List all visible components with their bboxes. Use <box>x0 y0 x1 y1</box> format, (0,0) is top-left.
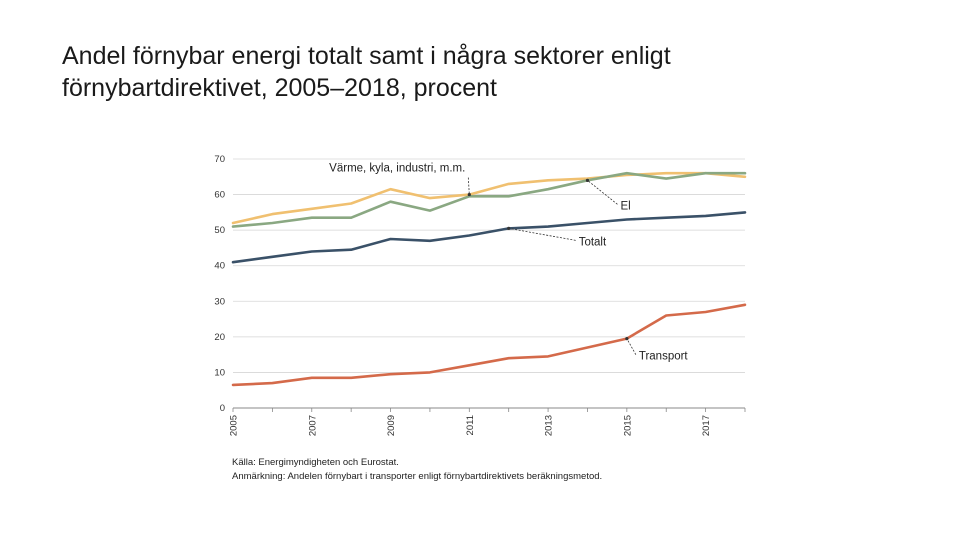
y-tick-label: 20 <box>214 332 225 343</box>
series-lines <box>231 171 747 387</box>
series-line-4 <box>231 303 747 387</box>
y-tick-label: 10 <box>214 367 225 378</box>
y-axis-ticks: 0 10 20 30 40 50 60 70 <box>214 154 225 414</box>
y-tick-label: 0 <box>220 403 225 414</box>
annotation-leader <box>626 338 637 355</box>
annotation-leader <box>508 227 576 241</box>
y-tick-label: 50 <box>214 225 225 236</box>
x-tick-label: 2017 <box>701 415 712 436</box>
slide-title: Andel förnybar energi totalt samt i någr… <box>62 40 922 104</box>
annotation-leader <box>587 180 618 205</box>
annotation-dot <box>625 337 629 341</box>
method-note: Anmärkning: Andelen förnybart i transpor… <box>232 471 602 482</box>
y-tick-label: 60 <box>214 190 225 201</box>
y-tick-label: 30 <box>214 296 225 307</box>
annotation-leader <box>467 177 470 195</box>
x-tick-label: 2007 <box>307 415 318 436</box>
slide-title-line-2: förnybartdirektivet, 2005–2018, procent <box>62 74 497 102</box>
y-tick-label: 70 <box>214 154 225 165</box>
annotation-dot <box>585 178 590 182</box>
annotation-dot <box>507 226 511 230</box>
source-note: Källa: Energimyndigheten och Eurostat. <box>232 457 399 468</box>
grid <box>233 158 745 409</box>
annotations: Värme, kyla, industri, m.m. El Totalt Trans… <box>329 163 688 363</box>
annotation-label: Värme, kyla, industri, m.m. <box>329 163 465 175</box>
x-tick-label: 2009 <box>386 415 397 436</box>
slide-title-line-1: Andel förnybar energi totalt samt i någr… <box>62 42 671 70</box>
series-line-1 <box>231 171 747 225</box>
series-line-3 <box>231 211 747 264</box>
annotation-label: Transport <box>639 351 689 363</box>
x-tick-label: 2015 <box>622 415 633 436</box>
annotation-label: El <box>620 200 630 212</box>
annotation-dot <box>467 192 471 197</box>
x-axis <box>232 408 746 412</box>
annotation-label: Totalt <box>579 236 607 248</box>
y-tick-label: 40 <box>214 261 225 272</box>
x-tick-label: 2011 <box>465 415 476 435</box>
series-line-2 <box>231 171 747 228</box>
x-axis-ticks: 2005 2007 2009 2011 2013 2015 2017 <box>229 415 713 436</box>
x-tick-label: 2013 <box>544 415 555 436</box>
x-tick-label: 2005 <box>229 415 240 436</box>
line-chart: 0 10 20 30 40 50 60 70 2005 2007 2009 2011 2013 2015… <box>214 154 747 482</box>
